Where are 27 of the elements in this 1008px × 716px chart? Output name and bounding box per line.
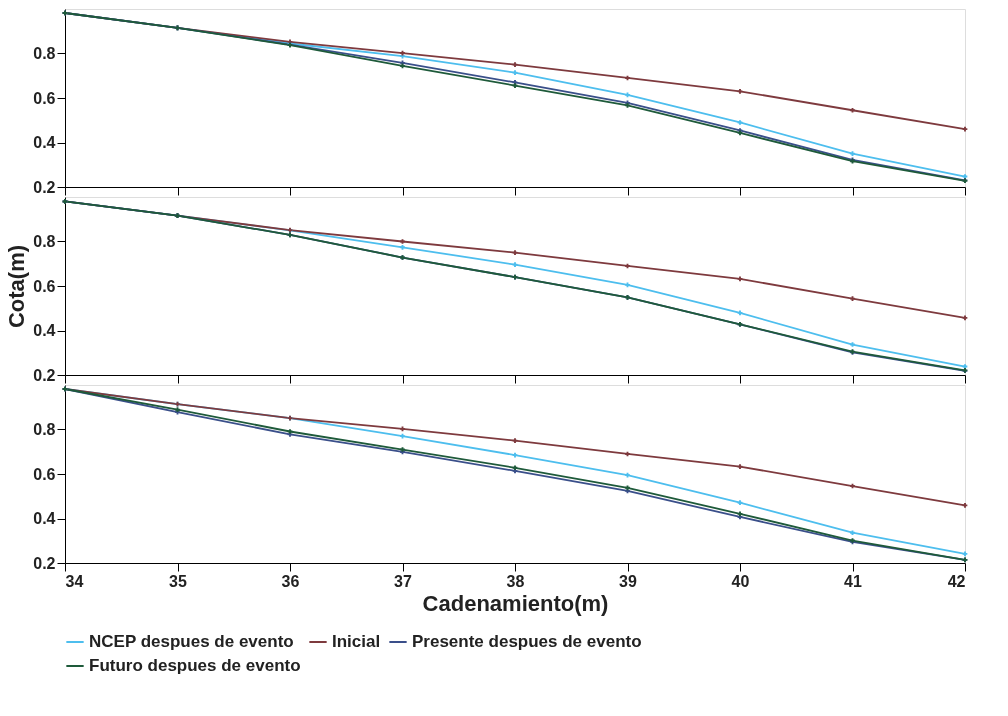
y-tick-label: 0.8 (33, 421, 56, 438)
x-tick-label: 36 (281, 572, 300, 590)
legend-label: Inicial (332, 632, 381, 651)
y-tick-label: 0.4 (33, 322, 56, 339)
legend-label: Presente despues de evento (412, 632, 642, 651)
y-tick-label: 0.2 (33, 366, 56, 384)
y-tick-label: 0.4 (33, 510, 56, 527)
y-tick-label: 0.6 (33, 89, 56, 107)
x-tick-label: 38 (506, 572, 525, 590)
y-axis-title: Cota(m) (4, 244, 30, 329)
x-tick-label: 35 (169, 572, 187, 590)
x-tick-label: 37 (394, 572, 412, 590)
y-tick-label: 0.2 (33, 554, 56, 572)
y-tick-label: 0.6 (33, 465, 56, 483)
x-tick-label: 34 (65, 572, 84, 590)
legend-label: NCEP despues de evento (89, 632, 294, 651)
x-axis-title: Cadenamiento(m) (422, 590, 609, 616)
y-tick-label: 0.6 (33, 277, 56, 295)
legend-label: Futuro despues de evento (89, 656, 301, 675)
x-tick-label: 40 (731, 572, 750, 590)
y-tick-label: 0.8 (33, 233, 56, 250)
y-tick-label: 0.4 (33, 134, 56, 151)
y-tick-label: 0.2 (33, 178, 56, 196)
x-tick-label: 42 (947, 572, 966, 590)
x-tick-label: 39 (619, 572, 637, 590)
x-tick-label: 41 (844, 572, 862, 590)
y-tick-label: 0.8 (33, 45, 56, 62)
